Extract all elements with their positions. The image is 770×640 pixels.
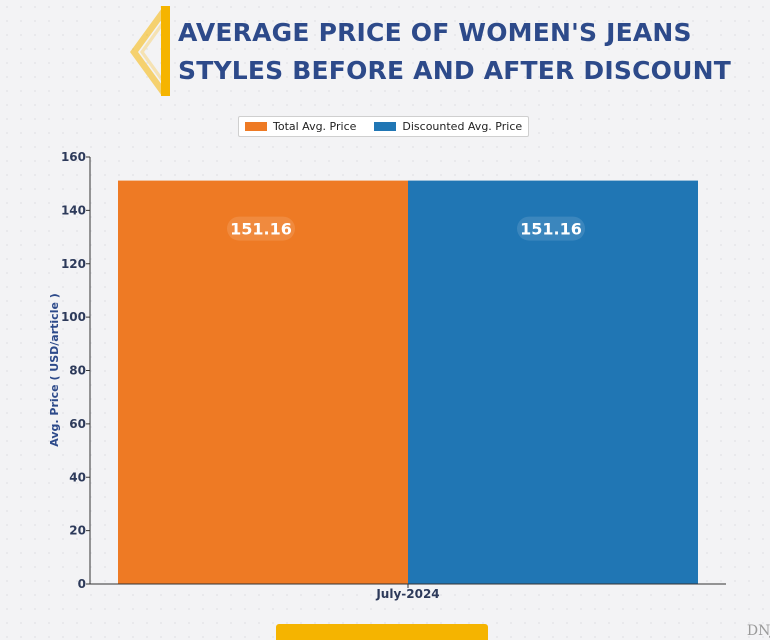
legend-label-total: Total Avg. Price (273, 120, 357, 133)
y-tick-label-80: 80 (69, 364, 86, 378)
y-tick-label-120: 120 (61, 257, 86, 271)
y-tick-label-160: 160 (61, 150, 86, 164)
bar-total (118, 180, 408, 585)
header: AVERAGE PRICE OF WOMEN'S JEANS STYLES BE… (0, 0, 770, 100)
page-title: AVERAGE PRICE OF WOMEN'S JEANS STYLES BE… (178, 18, 731, 85)
chevron-logo-icon (130, 8, 170, 96)
watermark-text: DNJ (746, 623, 770, 639)
y-tick-label-20: 20 (69, 524, 86, 538)
legend-item-discounted: Discounted Avg. Price (374, 120, 522, 133)
y-tick-label-0: 0 (78, 577, 86, 591)
bar-discounted (408, 180, 698, 585)
chart-legend: Total Avg. Price Discounted Avg. Price (238, 116, 530, 137)
data-label-bg-0 (227, 216, 295, 241)
data-label-1: 151.16 (520, 220, 582, 239)
title-accent-bar (161, 6, 170, 96)
footer-tab (276, 624, 488, 640)
legend-swatch-discounted (374, 122, 397, 131)
legend-swatch-total (245, 122, 267, 131)
data-label-bg-1 (517, 216, 585, 241)
y-tick-label-100: 100 (61, 310, 86, 324)
y-tick-label-60: 60 (69, 417, 86, 431)
legend-label-discounted: Discounted Avg. Price (402, 120, 523, 133)
y-tick-label-140: 140 (61, 203, 86, 217)
y-tick-label-40: 40 (69, 470, 86, 484)
x-tick-label-0: July-2024 (375, 587, 439, 601)
legend-item-total: Total Avg. Price (245, 120, 356, 133)
y-axis-label: Avg. Price ( USD/article ) (48, 293, 61, 447)
data-label-0: 151.16 (230, 220, 292, 239)
